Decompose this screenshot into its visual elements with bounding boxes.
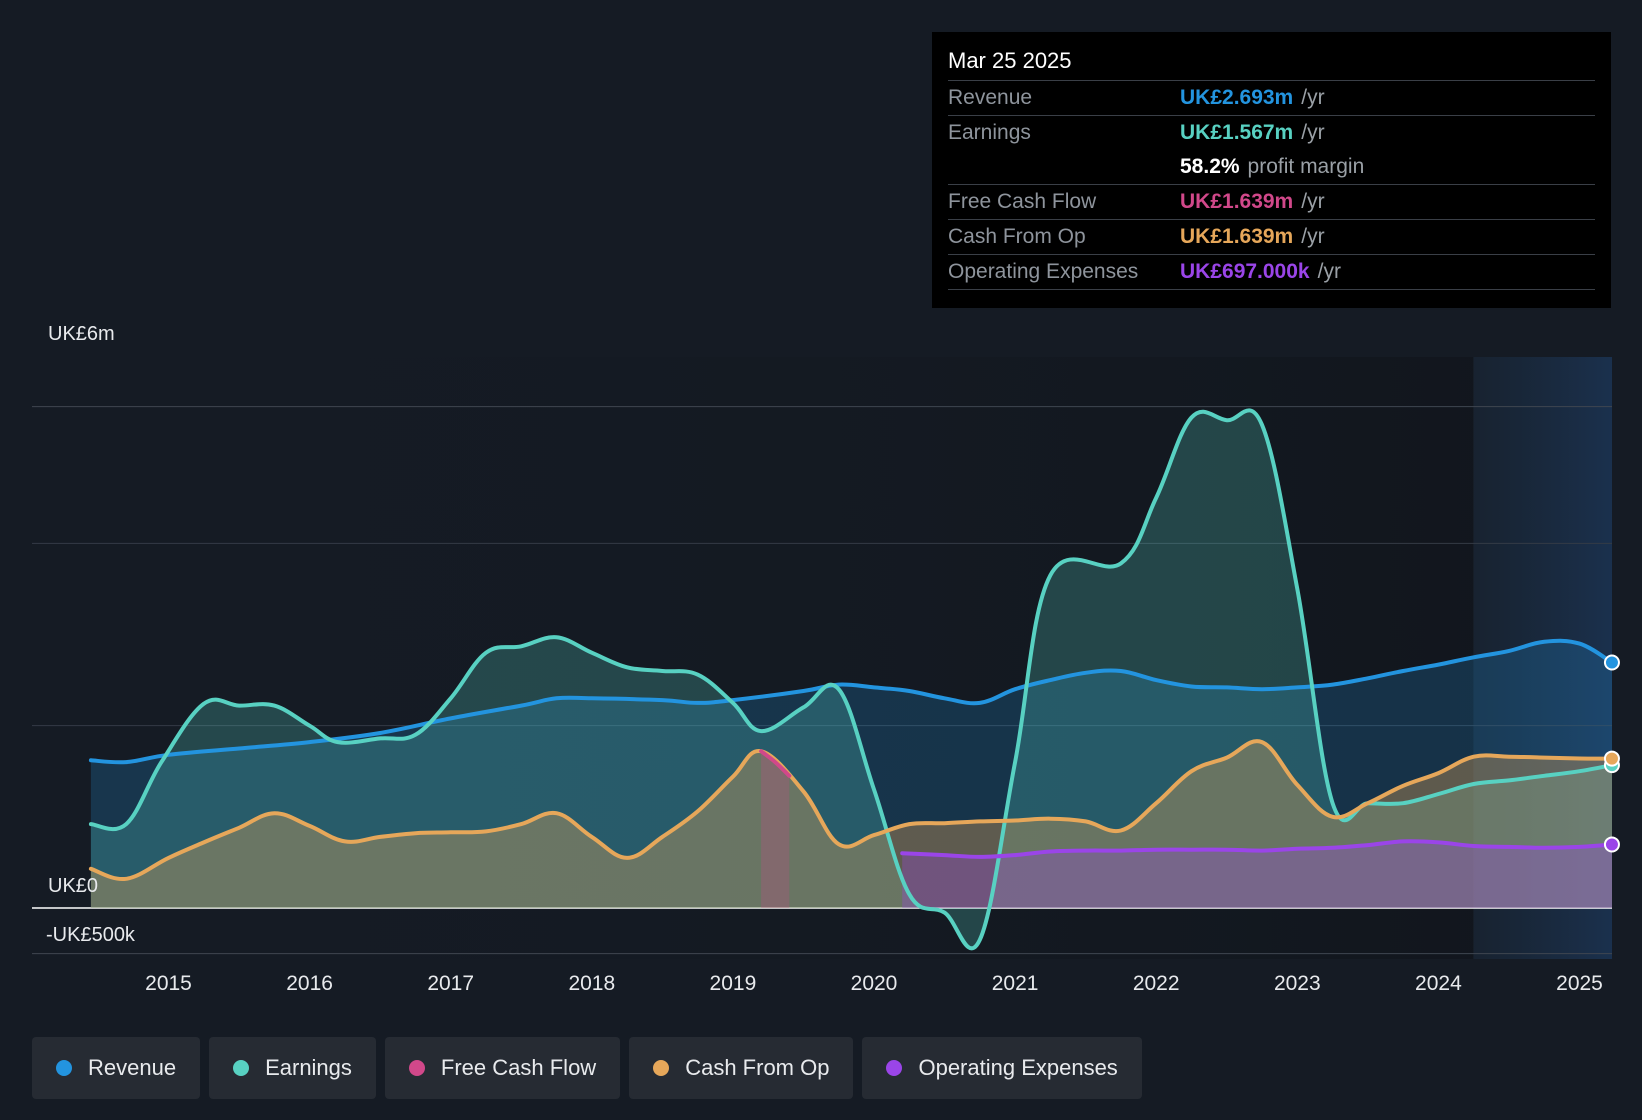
series-end-dot-revenue bbox=[1603, 654, 1620, 671]
x-tick-label: 2020 bbox=[851, 972, 898, 995]
tooltip-row-profit-margin: 58.2% profit margin bbox=[948, 150, 1595, 184]
series-area-free-cash-flow bbox=[761, 751, 790, 908]
tooltip-label: Free Cash Flow bbox=[948, 190, 1097, 213]
series-line-operating-expenses bbox=[900, 839, 1614, 859]
legend: Revenue Earnings Free Cash Flow Cash Fro… bbox=[32, 1037, 1142, 1099]
tooltip-value: UK£697.000k bbox=[1180, 260, 1310, 283]
tooltip-row-cash-from-op: Cash From Op UK£1.639m /yr bbox=[948, 219, 1595, 254]
series-line-cash-from-op bbox=[88, 739, 1614, 882]
x-tick-label: 2024 bbox=[1415, 972, 1462, 995]
legend-item-earnings[interactable]: Earnings bbox=[209, 1037, 376, 1099]
tooltip-unit: /yr bbox=[1301, 190, 1325, 213]
y-label-zero: UK£0 bbox=[48, 875, 98, 897]
tooltip-label: Cash From Op bbox=[948, 225, 1086, 248]
series-end-dot-cash-from-op bbox=[1603, 750, 1620, 767]
legend-item-free-cash-flow[interactable]: Free Cash Flow bbox=[384, 1037, 621, 1099]
legend-item-cash-from-op[interactable]: Cash From Op bbox=[629, 1037, 854, 1099]
legend-dot-icon bbox=[886, 1060, 903, 1076]
legend-dot-icon bbox=[56, 1060, 72, 1076]
legend-label: Earnings bbox=[265, 1055, 352, 1080]
tooltip-panel: Mar 25 2025 Revenue UK£2.693m /yr Earnin… bbox=[932, 32, 1611, 308]
series-area-cash-from-op bbox=[90, 741, 1612, 908]
legend-item-revenue[interactable]: Revenue bbox=[32, 1037, 201, 1099]
x-tick-label: 2019 bbox=[710, 972, 757, 995]
tooltip-unit: /yr bbox=[1301, 86, 1325, 109]
tooltip-row-revenue: Revenue UK£2.693m /yr bbox=[948, 80, 1595, 115]
series-end-dot-operating-expenses bbox=[1603, 836, 1620, 853]
x-tick-label: 2017 bbox=[427, 972, 474, 995]
tooltip-divider bbox=[948, 289, 1595, 290]
x-tick-label: 2016 bbox=[286, 972, 333, 995]
tooltip-unit: /yr bbox=[1301, 225, 1325, 248]
x-tick-label: 2023 bbox=[1274, 972, 1321, 995]
legend-dot-icon bbox=[233, 1060, 250, 1076]
tooltip-row-earnings: Earnings UK£1.567m /yr bbox=[948, 115, 1595, 150]
x-tick-label: 2015 bbox=[145, 972, 192, 995]
x-tick-label: 2021 bbox=[992, 972, 1039, 995]
x-tick-label: 2018 bbox=[568, 972, 615, 995]
legend-dot-icon bbox=[408, 1060, 425, 1076]
series-line-earnings bbox=[88, 408, 1614, 951]
tooltip-row-free-cash-flow: Free Cash Flow UK£1.639m /yr bbox=[948, 184, 1595, 219]
tooltip-unit: /yr bbox=[1317, 260, 1341, 283]
legend-label: Free Cash Flow bbox=[440, 1055, 597, 1080]
tooltip-label: Revenue bbox=[948, 86, 1033, 109]
tooltip-date: Mar 25 2025 bbox=[948, 48, 1072, 73]
series-area-revenue bbox=[90, 640, 1612, 908]
tooltip-value: UK£1.639m bbox=[1180, 225, 1294, 248]
tooltip-label: Operating Expenses bbox=[948, 260, 1139, 283]
tooltip-value: UK£2.693m bbox=[1180, 86, 1294, 109]
legend-label: Revenue bbox=[88, 1055, 177, 1080]
tooltip-unit: /yr bbox=[1301, 121, 1325, 144]
series-line-revenue bbox=[88, 638, 1614, 765]
y-label-top: UK£6m bbox=[48, 323, 115, 345]
legend-dot-icon bbox=[653, 1060, 670, 1076]
past-region-shade bbox=[32, 357, 1473, 959]
tooltip-row-operating-expenses: Operating Expenses UK£697.000k /yr bbox=[948, 254, 1595, 289]
tooltip-value: UK£1.567m bbox=[1180, 121, 1294, 144]
tooltip-value: 58.2% bbox=[1180, 155, 1240, 178]
series-line-free-cash-flow bbox=[759, 749, 792, 778]
tooltip-label: Earnings bbox=[948, 121, 1031, 144]
forecast-region-shade bbox=[1473, 357, 1612, 959]
series-area-earnings bbox=[90, 410, 1612, 949]
x-tick-label: 2025 bbox=[1556, 972, 1603, 995]
y-label-bottom: -UK£500k bbox=[46, 924, 136, 946]
chart-canvas: 2015 2016 2017 2018 2019 2020 2021 2022 2023 2024… bbox=[32, 323, 1620, 995]
tooltip-unit: profit margin bbox=[1247, 155, 1365, 178]
legend-label: Operating Expenses bbox=[918, 1055, 1118, 1080]
x-tick-label: 2022 bbox=[1133, 972, 1180, 995]
legend-label: Cash From Op bbox=[685, 1055, 830, 1080]
legend-item-operating-expenses[interactable]: Operating Expenses bbox=[862, 1037, 1142, 1099]
tooltip-value: UK£1.639m bbox=[1180, 190, 1294, 213]
series-area-operating-expenses bbox=[902, 841, 1612, 908]
